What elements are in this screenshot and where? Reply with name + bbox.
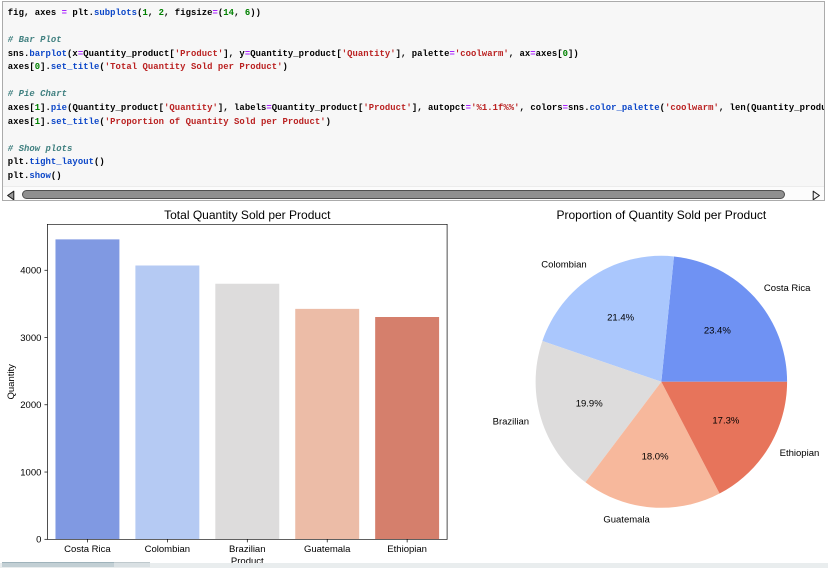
svg-text:Proportion of Quantity Sold pe: Proportion of Quantity Sold per Product (557, 208, 767, 222)
svg-text:Ethiopian: Ethiopian (780, 448, 820, 459)
svg-text:Quantity: Quantity (7, 364, 18, 400)
svg-text:0: 0 (37, 534, 42, 545)
svg-text:Colombian: Colombian (542, 259, 587, 270)
svg-text:Total Quantity Sold per Produc: Total Quantity Sold per Product (165, 208, 332, 222)
svg-text:Ethiopian: Ethiopian (388, 544, 428, 555)
svg-text:Brazilian: Brazilian (229, 544, 265, 555)
svg-text:4000: 4000 (21, 265, 42, 276)
svg-text:Guatemala: Guatemala (304, 544, 351, 555)
svg-text:Colombian: Colombian (145, 544, 190, 555)
svg-text:3000: 3000 (21, 333, 42, 344)
svg-text:Guatemala: Guatemala (604, 514, 651, 525)
svg-text:1000: 1000 (21, 467, 42, 478)
svg-text:Costa Rica: Costa Rica (65, 544, 112, 555)
svg-text:18.0%: 18.0% (642, 451, 669, 462)
svg-text:2000: 2000 (21, 400, 42, 411)
svg-text:23.4%: 23.4% (704, 325, 731, 336)
svg-text:Brazilian: Brazilian (493, 417, 529, 428)
svg-text:Costa Rica: Costa Rica (764, 283, 811, 294)
svg-text:Product: Product (231, 556, 264, 567)
svg-text:21.4%: 21.4% (608, 312, 635, 323)
svg-text:19.9%: 19.9% (576, 398, 603, 409)
svg-text:17.3%: 17.3% (713, 415, 740, 426)
